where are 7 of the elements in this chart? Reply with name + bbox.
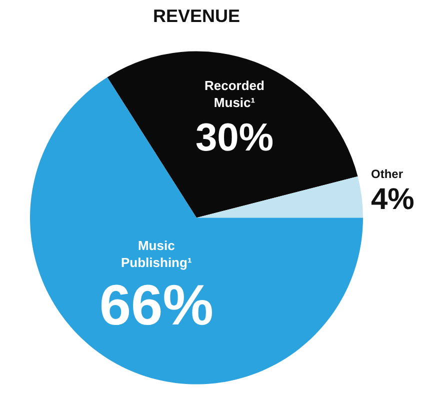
chart-title: REVENUE <box>152 6 240 26</box>
slice-label: Other <box>371 167 404 182</box>
data-label: 66% <box>99 273 214 338</box>
data-label: 30% <box>195 116 274 160</box>
slice-label: Recorded Music¹ <box>204 78 265 110</box>
data-label: 4% <box>371 183 414 216</box>
slice-label: Music Publishing¹ <box>121 238 192 270</box>
